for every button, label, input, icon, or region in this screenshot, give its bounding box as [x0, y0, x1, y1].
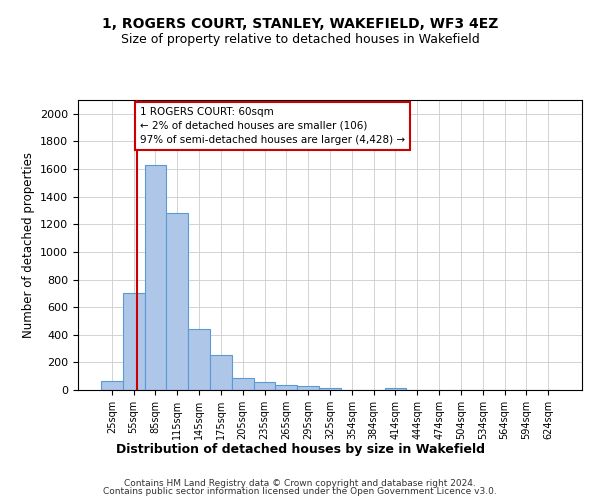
Text: 1 ROGERS COURT: 60sqm
← 2% of detached houses are smaller (106)
97% of semi-deta: 1 ROGERS COURT: 60sqm ← 2% of detached h… [140, 107, 405, 145]
Bar [101, 381, 123, 390]
Bar [210, 355, 232, 390]
Bar [297, 386, 319, 390]
Bar [188, 328, 210, 390]
Y-axis label: Number of detached properties: Number of detached properties [22, 152, 35, 338]
Text: Distribution of detached houses by size in Wakefield: Distribution of detached houses by size … [115, 442, 485, 456]
Bar [145, 165, 166, 390]
Bar [319, 388, 341, 390]
Bar [232, 378, 254, 390]
Text: 1, ROGERS COURT, STANLEY, WAKEFIELD, WF3 4EZ: 1, ROGERS COURT, STANLEY, WAKEFIELD, WF3… [102, 18, 498, 32]
Bar [166, 212, 188, 390]
Bar [254, 382, 275, 390]
Text: Contains HM Land Registry data © Crown copyright and database right 2024.: Contains HM Land Registry data © Crown c… [124, 478, 476, 488]
Bar [123, 294, 145, 390]
Text: Size of property relative to detached houses in Wakefield: Size of property relative to detached ho… [121, 32, 479, 46]
Text: Contains public sector information licensed under the Open Government Licence v3: Contains public sector information licen… [103, 487, 497, 496]
Bar [385, 388, 406, 390]
Bar [275, 385, 297, 390]
